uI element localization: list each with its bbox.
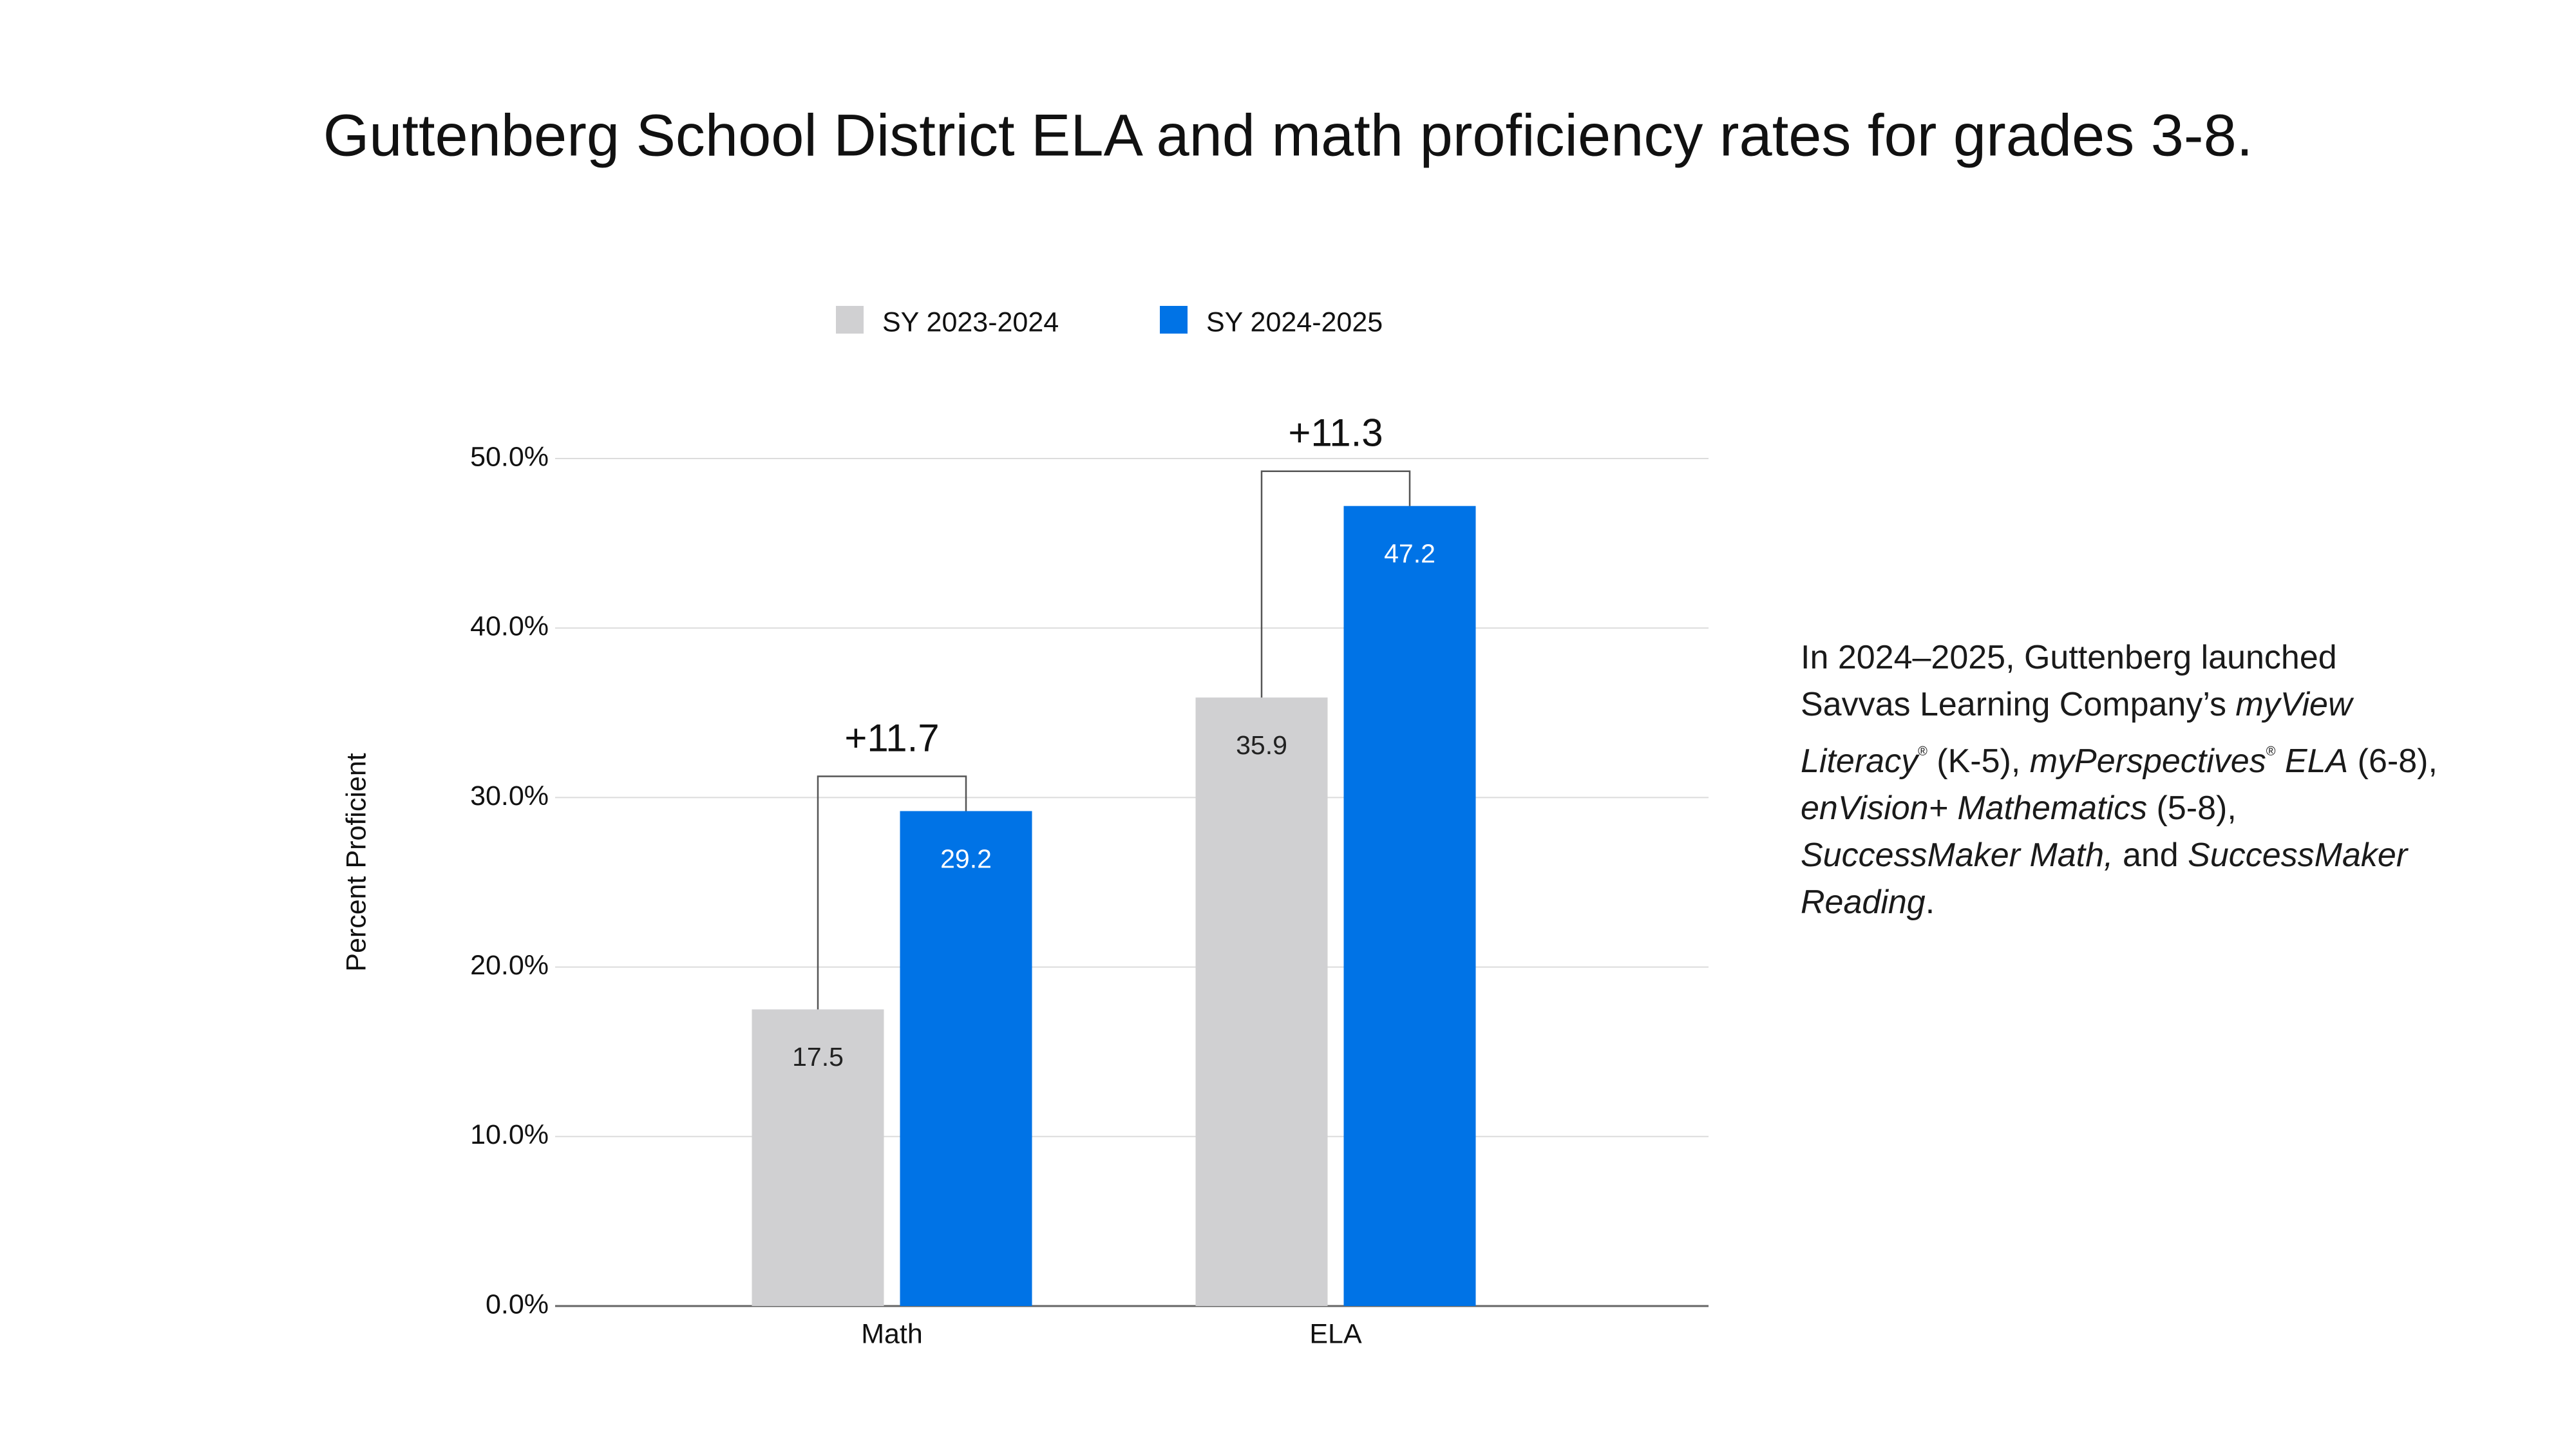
note-run: and bbox=[2113, 837, 2188, 874]
legend-swatch bbox=[836, 306, 864, 334]
y-tick-label: 0.0% bbox=[486, 1289, 549, 1320]
note-run: (5-8), bbox=[2147, 790, 2237, 827]
y-tick-label: 50.0% bbox=[470, 441, 549, 472]
y-tick-label: 20.0% bbox=[470, 950, 549, 981]
note-run: SuccessMaker Reading bbox=[1801, 837, 2408, 921]
bracket bbox=[817, 775, 967, 1010]
bar bbox=[752, 1009, 884, 1306]
y-tick-label: 30.0% bbox=[470, 781, 549, 811]
value-label: 29.2 bbox=[940, 844, 992, 873]
note-run: (6-8), bbox=[2348, 743, 2438, 780]
legend-label: SY 2023-2024 bbox=[882, 307, 1059, 337]
y-tick-label: 10.0% bbox=[470, 1119, 549, 1150]
annotation: +11.7 bbox=[844, 716, 939, 759]
value-label: 47.2 bbox=[1384, 539, 1435, 569]
note-run: ® bbox=[2266, 744, 2276, 759]
bar bbox=[1343, 506, 1476, 1306]
note-run: enVision+ Mathematics bbox=[1801, 790, 2148, 827]
bar bbox=[1195, 697, 1328, 1306]
y-axis-label: Percent Proficient bbox=[341, 753, 372, 971]
note-run: SuccessMaker Math, bbox=[1801, 837, 2114, 874]
annotation: +11.3 bbox=[1288, 412, 1383, 455]
legend-swatch bbox=[1160, 306, 1188, 334]
note-run: myPerspectives bbox=[2029, 743, 2266, 780]
note-run: . bbox=[1925, 884, 1935, 921]
y-tick-label: 40.0% bbox=[470, 611, 549, 642]
value-label: 17.5 bbox=[792, 1042, 844, 1072]
note: In 2024–2025, Guttenberg launched Savvas… bbox=[1801, 634, 2445, 926]
value-label: 35.9 bbox=[1236, 730, 1287, 760]
legend-label: SY 2024-2025 bbox=[1206, 307, 1383, 337]
x-tick-label: ELA bbox=[1309, 1318, 1362, 1349]
bracket bbox=[1260, 470, 1411, 698]
bar bbox=[900, 811, 1032, 1306]
x-tick-label: Math bbox=[861, 1318, 923, 1349]
chart-title: Guttenberg School District ELA and math … bbox=[323, 102, 2253, 168]
note-run: myView Literacy bbox=[1801, 686, 2353, 780]
note-run: ® bbox=[1918, 744, 1927, 759]
note-run: In 2024–2025, Guttenberg launched Savvas… bbox=[1801, 639, 2337, 723]
note-run: (K-5), bbox=[1927, 743, 2030, 780]
note-run: ELA bbox=[2275, 743, 2349, 780]
